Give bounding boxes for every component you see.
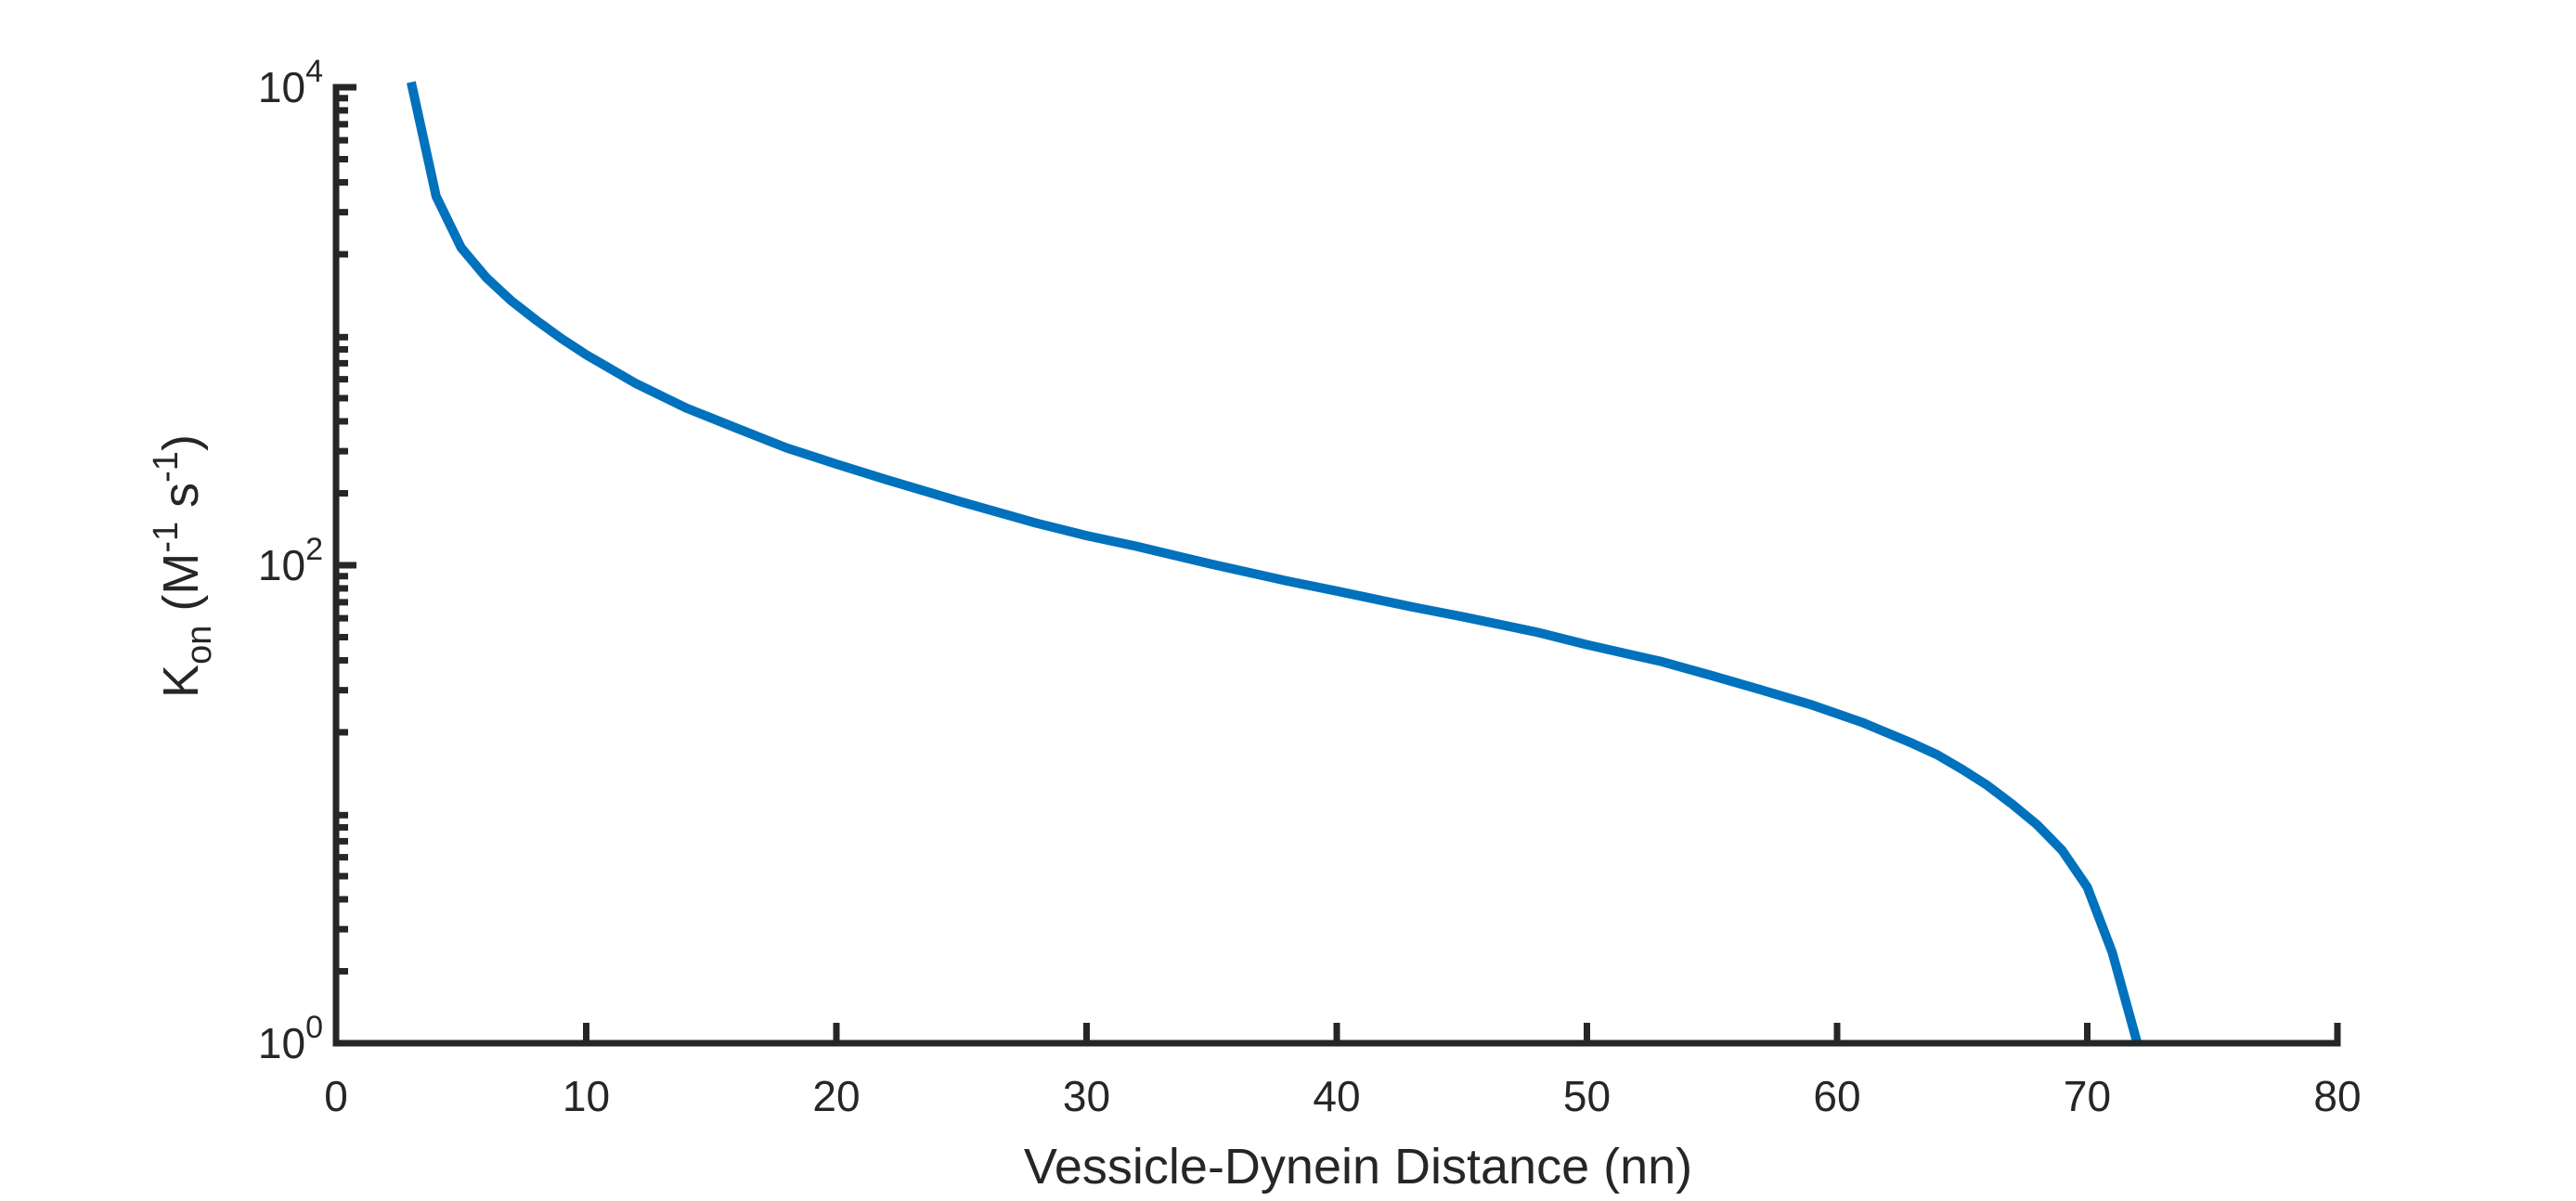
axes-layer xyxy=(332,84,2341,1047)
x-tick-label: 70 xyxy=(2064,1072,2111,1120)
y-axis-label-mid: s xyxy=(153,483,209,522)
y-axis-label-close: ) xyxy=(153,434,209,451)
x-tick-label: 40 xyxy=(1313,1072,1360,1120)
y-axis-label-open: (M xyxy=(153,553,209,626)
ticks-layer xyxy=(332,84,2341,1047)
x-tick-label: 80 xyxy=(2313,1072,2361,1120)
y-tick-label: 102 xyxy=(258,532,323,589)
x-tick-label: 20 xyxy=(812,1072,860,1120)
y-axis-label-main: K xyxy=(153,665,209,698)
y-tick-label-base: 10 xyxy=(258,63,305,111)
x-tick-label: 0 xyxy=(324,1072,348,1120)
y-axis-label-sup1: -1 xyxy=(147,522,186,553)
y-tick-label-exponent: 2 xyxy=(305,532,323,567)
y-tick-label-exponent: 4 xyxy=(305,54,323,89)
y-tick-label-base: 10 xyxy=(258,541,305,589)
x-tick-label: 50 xyxy=(1563,1072,1611,1120)
x-tick-label: 10 xyxy=(563,1072,610,1120)
y-tick-label-base: 10 xyxy=(258,1019,305,1067)
y-tick-label: 104 xyxy=(258,54,323,111)
x-axis-label: Vessicle-Dynein Distance (nn) xyxy=(1024,1139,1692,1195)
y-tick-label: 100 xyxy=(258,1010,323,1067)
series-line-kon xyxy=(407,81,2142,1045)
y-axis-label: Kon (M-1 s-1) xyxy=(147,434,219,698)
x-tick-label: 60 xyxy=(1813,1072,1860,1120)
y-tick-label-exponent: 0 xyxy=(305,1010,323,1045)
y-axis-label-sub: on xyxy=(180,626,219,665)
x-tick-label: 30 xyxy=(1063,1072,1110,1120)
y-axis-label-sup2: -1 xyxy=(147,451,186,483)
